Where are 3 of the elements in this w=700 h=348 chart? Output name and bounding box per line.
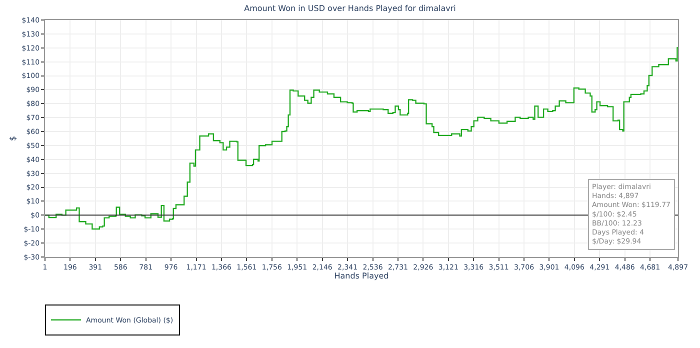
y-axis-title: $ (8, 136, 18, 142)
chart-title: Amount Won in USD over Hands Played for dimalavri (244, 4, 456, 13)
x-axis-title: Hands Played (334, 272, 389, 280)
